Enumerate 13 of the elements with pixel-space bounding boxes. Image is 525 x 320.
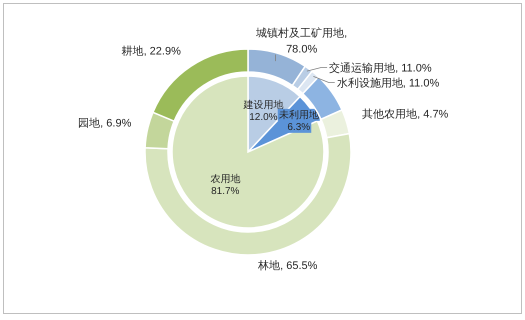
slice-label: 耕地, 22.9% bbox=[122, 44, 182, 58]
slice-label: 其他农用地, 4.7% bbox=[362, 107, 449, 120]
data-label: 12.0% bbox=[249, 112, 278, 124]
data-label: 81.7% bbox=[211, 186, 240, 198]
slice-label: 水利设施用地, 11.0% bbox=[336, 76, 440, 90]
slice-label: 交通运输用地, 11.0% bbox=[329, 61, 432, 74]
slice-label: 园地, 6.9% bbox=[78, 116, 132, 130]
data-label: 6.3% bbox=[287, 122, 310, 133]
slice-label: 城镇村及工矿用地, 78.0% bbox=[255, 26, 348, 56]
pie-slice bbox=[171, 75, 325, 229]
slice-label: 林地, 65.5% bbox=[257, 259, 318, 272]
slice-label: 农用地 bbox=[210, 173, 240, 186]
slice-label: 建设用地 bbox=[242, 99, 284, 112]
